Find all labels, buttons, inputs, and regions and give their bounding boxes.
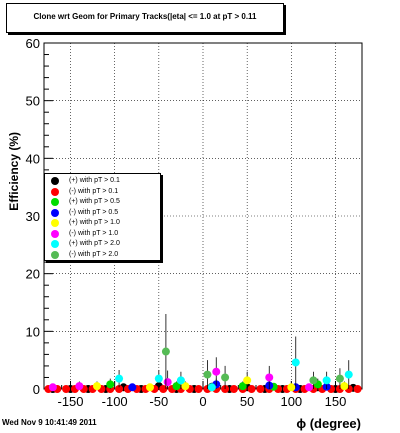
legend-marker (51, 187, 59, 196)
data-point (75, 382, 84, 391)
legend-entry: (-) with pT > 0.1 (45, 187, 160, 197)
data-point (154, 374, 163, 383)
data-point (115, 385, 124, 393)
x-tick-label: 150 (325, 394, 347, 409)
legend: (+) with pT > 0.1 (-) with pT > 0.1 (+) wi… (44, 173, 161, 261)
legend-marker (51, 208, 59, 217)
x-tick-label: -100 (102, 394, 128, 409)
data-point (221, 373, 230, 382)
data-point (305, 383, 313, 392)
chart-title: Clone wrt Geom for Primary Tracks(|eta| … (33, 12, 257, 21)
legend-entry: (+) with pT > 0.5 (45, 197, 160, 207)
data-point (163, 378, 172, 387)
legend-label: (+) with pT > 0.5 (69, 198, 120, 205)
legend-marker (51, 229, 59, 238)
data-point (128, 383, 137, 392)
legend-label: (+) with pT > 1.0 (69, 219, 120, 226)
data-point (161, 347, 170, 356)
data-marks (44, 314, 362, 393)
legend-marker (51, 219, 59, 227)
y-tick-label: 20 (26, 267, 40, 282)
data-point (265, 373, 274, 382)
y-tick-label: 30 (26, 209, 40, 224)
legend-label: (-) with pT > 0.1 (69, 187, 119, 195)
data-point (212, 367, 221, 376)
legend-label: (-) with pT > 0.5 (69, 208, 119, 216)
tick-labels: -150 -100 -50 0 50 100 150 0 10 20 30 40 50 60 (26, 36, 347, 409)
grid-lines (44, 43, 362, 389)
data-point (291, 358, 300, 367)
data-point (159, 385, 168, 393)
x-axis-label: ϕ (degree) (296, 416, 361, 431)
legend-entry: (+) with pT > 1.0 (45, 218, 160, 228)
data-point (243, 376, 252, 385)
x-tick-label: 0 (199, 394, 206, 409)
data-point (115, 374, 124, 383)
data-point (48, 383, 57, 392)
data-point (229, 385, 238, 393)
y-tick-label: 60 (26, 36, 40, 51)
legend-label: (-) with pT > 2.0 (69, 250, 119, 258)
data-point (340, 382, 349, 391)
legend-entry: (-) with pT > 0.5 (45, 208, 160, 218)
y-tick-label: 40 (26, 151, 40, 166)
data-point (62, 385, 71, 393)
x-tick-label: -50 (149, 394, 168, 409)
data-point (194, 385, 203, 393)
data-point (287, 383, 296, 392)
y-tick-label: 0 (33, 382, 40, 397)
y-tick-label: 50 (26, 94, 40, 109)
data-point (176, 376, 185, 385)
timestamp: Wed Nov 9 10:41:49 2011 (2, 418, 97, 427)
x-tick-label: -150 (57, 394, 83, 409)
data-point (256, 385, 265, 393)
data-point (146, 383, 154, 392)
legend-label: (-) with pT > 1.0 (69, 229, 119, 237)
data-point (247, 385, 256, 393)
y-tick-label: 10 (26, 324, 40, 339)
data-point (181, 382, 190, 391)
data-point (203, 370, 212, 379)
data-point (207, 383, 216, 392)
data-point (238, 382, 247, 391)
legend-entry: (+) with pT > 0.1 (45, 176, 160, 186)
legend-marker (51, 240, 59, 248)
x-tick-label: 100 (280, 394, 302, 409)
data-point (335, 374, 344, 383)
legend-entry: (-) with pT > 1.0 (45, 229, 160, 239)
legend-label: (+) with pT > 0.1 (69, 177, 120, 184)
legend-marker (51, 250, 59, 259)
x-tick-label: 50 (240, 394, 254, 409)
legend-label: (+) with pT > 2.0 (69, 240, 120, 247)
y-axis-label: Efficiency (%) (7, 132, 21, 211)
data-point (106, 380, 115, 389)
legend-marker (51, 177, 59, 185)
data-point (322, 376, 331, 385)
data-point (93, 382, 101, 391)
legend-marker (51, 198, 59, 206)
data-point (172, 382, 181, 391)
data-point (344, 370, 353, 379)
data-point (309, 376, 318, 385)
legend-entry: (+) with pT > 2.0 (45, 239, 160, 249)
legend-entry: (-) with pT > 2.0 (45, 250, 160, 260)
data-point (353, 385, 362, 393)
title-box: Clone wrt Geom for Primary Tracks(|eta| … (6, 3, 284, 33)
